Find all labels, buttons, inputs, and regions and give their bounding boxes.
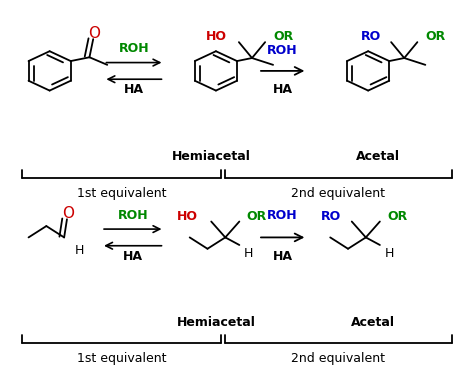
Text: ROH: ROH bbox=[118, 43, 149, 55]
Text: Acetal: Acetal bbox=[351, 316, 395, 329]
Text: HA: HA bbox=[123, 250, 143, 263]
Text: RO: RO bbox=[321, 210, 341, 223]
Text: H: H bbox=[384, 247, 394, 260]
Text: 1st equivalent: 1st equivalent bbox=[77, 352, 167, 365]
Text: HA: HA bbox=[273, 83, 292, 96]
Text: OR: OR bbox=[387, 210, 408, 223]
Text: OR: OR bbox=[426, 30, 446, 43]
Text: ROH: ROH bbox=[267, 43, 298, 56]
Text: H: H bbox=[74, 244, 84, 257]
Text: Hemiacetal: Hemiacetal bbox=[176, 316, 255, 329]
Text: O: O bbox=[88, 26, 100, 41]
Text: 2nd equivalent: 2nd equivalent bbox=[291, 352, 385, 365]
Text: OR: OR bbox=[273, 30, 294, 43]
Text: HA: HA bbox=[273, 250, 292, 263]
Text: Acetal: Acetal bbox=[356, 149, 400, 162]
Text: RO: RO bbox=[361, 30, 381, 43]
Text: ROH: ROH bbox=[267, 209, 298, 222]
Text: HO: HO bbox=[206, 30, 227, 43]
Text: HO: HO bbox=[177, 210, 198, 223]
Text: 1st equivalent: 1st equivalent bbox=[77, 187, 167, 200]
Text: HA: HA bbox=[124, 83, 144, 96]
Text: Hemiacetal: Hemiacetal bbox=[172, 149, 251, 162]
Text: 2nd equivalent: 2nd equivalent bbox=[291, 187, 385, 200]
Text: ROH: ROH bbox=[118, 209, 148, 222]
Text: OR: OR bbox=[247, 210, 267, 223]
Text: H: H bbox=[244, 247, 254, 260]
Text: O: O bbox=[62, 206, 74, 221]
